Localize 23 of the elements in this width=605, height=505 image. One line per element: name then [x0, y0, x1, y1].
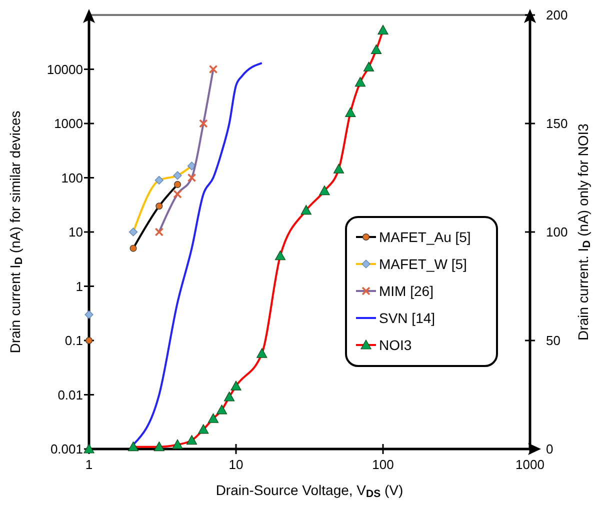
- y-tick-label: 100: [61, 170, 83, 186]
- y2-tick-label: 0: [546, 442, 554, 456]
- y2-tick-label: 150: [546, 116, 568, 131]
- legend-label: SVN [14]: [379, 310, 436, 326]
- x-tick-label: 100: [372, 457, 394, 472]
- y2-tick-label: 200: [546, 8, 568, 22]
- y-tick-label: 1000: [54, 116, 83, 131]
- y-tick-label: 10: [68, 224, 83, 240]
- legend-label: MAFET_W [5]: [379, 256, 467, 272]
- y-tick-label: 0.01: [58, 387, 83, 402]
- y-tick-label: 0.001: [50, 442, 83, 456]
- y2-tick-label: 50: [546, 333, 560, 348]
- y-tick-label: 1: [76, 278, 83, 294]
- y-tick-label: 0.1: [64, 333, 83, 348]
- x-axis-title: Drain-Source Voltage, V$_{DS}$ (V): [216, 482, 404, 500]
- legend-label: NOI3: [379, 337, 412, 353]
- x-tick-label: 10: [228, 457, 244, 472]
- legend-label: MAFET_Au [5]: [379, 229, 471, 245]
- x-tick-label: 1: [85, 457, 93, 472]
- legend-label: MIM [26]: [379, 283, 434, 299]
- x-tick-label: 1000: [516, 457, 544, 472]
- y2-tick-label: 100: [546, 224, 568, 240]
- y-tick-label: 10000: [46, 62, 83, 77]
